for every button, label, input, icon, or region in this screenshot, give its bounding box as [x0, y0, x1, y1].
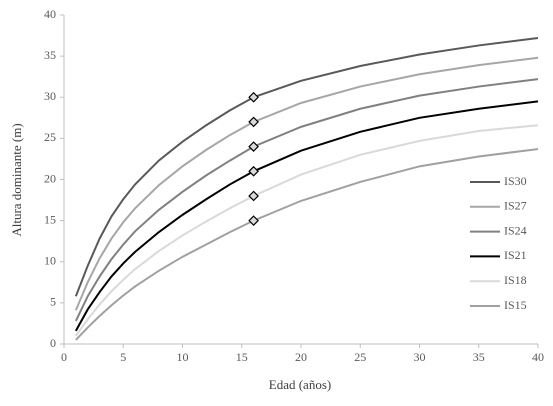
y-tick-label: 40 — [44, 7, 56, 21]
y-tick-label: 15 — [44, 212, 56, 226]
y-tick-label: 20 — [44, 171, 56, 185]
y-tick-label: 10 — [44, 254, 56, 268]
legend-label: IS15 — [504, 298, 527, 312]
point-marker — [248, 116, 259, 128]
x-tick-label: 30 — [414, 350, 426, 364]
y-tick-label: 5 — [50, 295, 56, 309]
x-tick-label: 20 — [295, 350, 307, 364]
series-line — [74, 100, 539, 332]
series-line — [74, 78, 539, 322]
legend-label: IS18 — [504, 273, 527, 287]
y-tick-label: 0 — [50, 336, 56, 350]
legend-label: IS30 — [504, 174, 527, 188]
x-tick-label: 0 — [61, 350, 67, 364]
y-tick-label: 25 — [44, 130, 56, 144]
point-marker — [248, 91, 259, 103]
x-tick-label: 5 — [120, 350, 126, 364]
legend-label: IS27 — [504, 199, 527, 213]
point-marker — [248, 165, 259, 177]
y-axis-title: Altura dominante (m) — [9, 123, 24, 236]
series-line — [75, 124, 539, 337]
series-line — [74, 37, 539, 297]
series-line — [75, 148, 539, 341]
x-tick-label: 15 — [236, 350, 248, 364]
x-axis-title: Edad (años) — [269, 377, 331, 392]
point-marker — [248, 215, 259, 226]
x-tick-label: 25 — [354, 350, 366, 364]
series-line — [74, 56, 539, 311]
x-tick-label: 35 — [473, 350, 485, 364]
x-tick-label: 40 — [532, 350, 544, 364]
point-marker — [248, 190, 259, 202]
x-tick-label: 10 — [177, 350, 189, 364]
legend-label: IS21 — [504, 248, 527, 262]
y-tick-label: 35 — [44, 48, 56, 62]
point-marker — [248, 141, 259, 152]
legend-label: IS24 — [504, 223, 527, 237]
y-tick-label: 30 — [44, 89, 56, 103]
